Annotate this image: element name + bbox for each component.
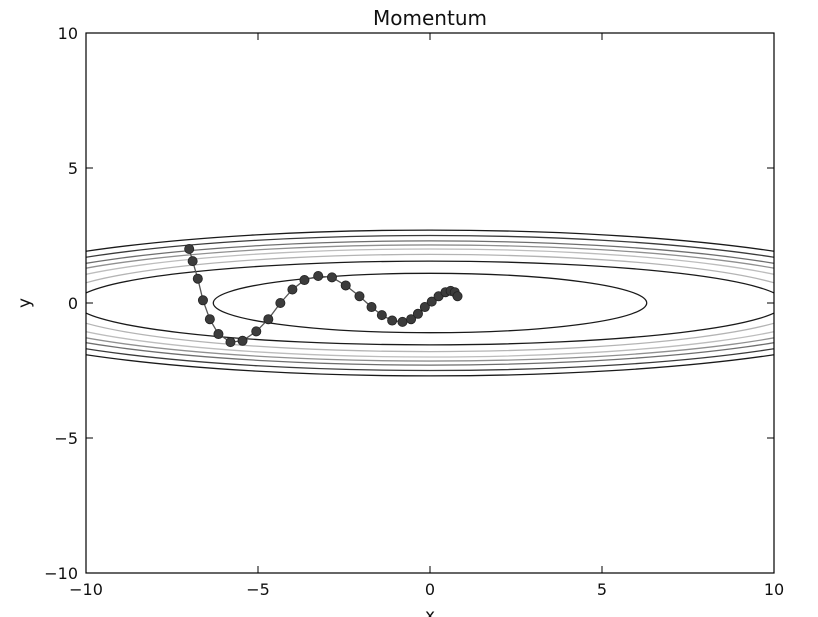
x-axis-label: x: [425, 606, 435, 617]
series-point: [406, 314, 417, 325]
contour-level-5: [86, 244, 774, 362]
series-layer: [184, 243, 463, 348]
x-tick-label: 5: [597, 580, 607, 599]
contour-level-7: [86, 234, 774, 372]
x-tick-label: 10: [764, 580, 784, 599]
series-point: [197, 295, 208, 306]
series-point: [340, 280, 351, 291]
x-tick-label: −10: [69, 580, 103, 599]
series-point: [275, 297, 286, 308]
contour-level-6: [86, 240, 774, 366]
contour-level-1: [212, 272, 648, 334]
series-point: [263, 314, 274, 325]
contour-level-4: [86, 248, 774, 358]
series-point: [397, 316, 408, 327]
y-tick-label: −10: [44, 564, 78, 583]
y-axis: −10 −5 0 5 10: [44, 24, 774, 583]
y-tick-label: 5: [68, 159, 78, 178]
series-point: [313, 270, 324, 281]
series-point: [192, 273, 203, 284]
series-point: [187, 256, 198, 267]
series-point: [452, 291, 463, 302]
x-tick-label: −5: [246, 580, 270, 599]
series-point: [251, 326, 262, 337]
series-point: [326, 272, 337, 283]
y-tick-label: 10: [58, 24, 78, 43]
contour-level-2: [86, 260, 774, 346]
x-axis: −10 −5 0 5 10: [69, 33, 784, 599]
series-point: [426, 296, 437, 307]
series-point: [387, 315, 398, 326]
chart-title: Momentum: [373, 6, 487, 30]
contour-level-3: [86, 253, 774, 353]
series-point: [213, 329, 224, 340]
x-tick-label: 0: [425, 580, 435, 599]
series-point: [225, 337, 236, 348]
series-point: [366, 302, 377, 313]
series-point: [237, 335, 248, 346]
series-point: [412, 308, 423, 319]
contour-lines: [86, 229, 774, 377]
y-tick-label: 0: [68, 294, 78, 313]
y-tick-label: −5: [54, 429, 78, 448]
series-point: [419, 302, 430, 313]
series-point: [354, 291, 365, 302]
series-point: [287, 284, 298, 295]
series-point: [184, 243, 195, 254]
contour-level-8: [86, 229, 774, 377]
y-axis-label: y: [15, 298, 35, 308]
series-point: [299, 275, 310, 286]
series-point: [376, 310, 387, 321]
series-point: [204, 314, 215, 325]
